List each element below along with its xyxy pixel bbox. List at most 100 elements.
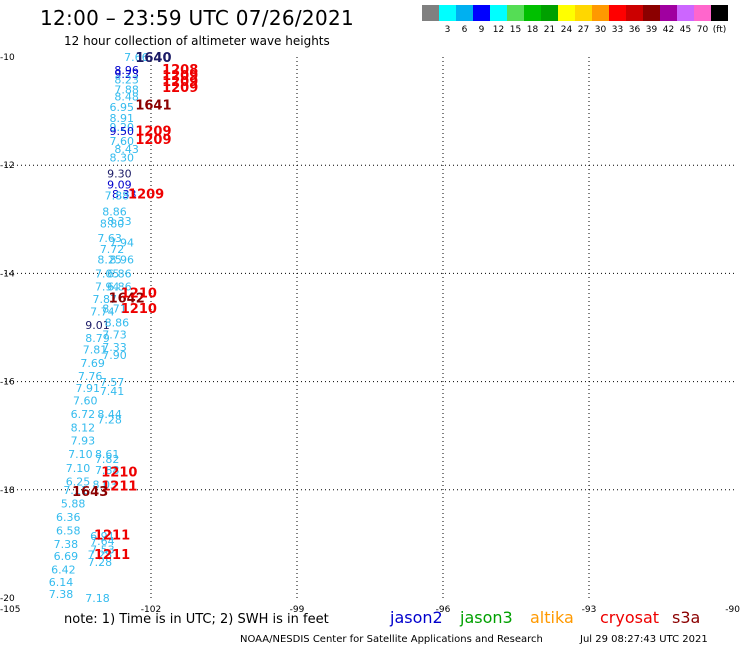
legend-swatch [575,5,592,21]
x-tick-label: -102 [141,605,161,615]
x-tick-label: -99 [290,605,305,615]
legend-swatch [626,5,643,21]
wave-height-label: 7.87 [93,293,118,306]
wave-height-label: 7.64 [90,535,115,548]
wave-height-label: 9.30 [107,167,132,180]
wave-height-label: 9.09 [107,179,132,192]
legend-label: 39 [645,25,658,35]
wave-height-label: 8.33 [107,215,132,228]
wave-height-label: 6.36 [56,511,81,524]
wave-height-label: 7.74 [90,305,115,318]
satellite-name: jason2 [390,608,443,627]
wave-height-label: 8.25 [97,253,122,266]
axis-tick-labels: -105 -102 -99 -96 -93 -90 -10 -12 -14 -16 -18 -20 [0,53,740,615]
legend-swatch [490,5,507,21]
wave-height-label: 7.94 [95,280,120,293]
legend-label: 12 [492,25,505,35]
pass-time-label: 1640 [135,51,171,66]
legend-label: 24 [560,25,573,35]
wave-height-label: 9.50 [110,125,135,138]
wave-height-label: 6.25 [66,476,91,489]
legend-label: 45 [679,25,692,35]
y-tick-label: -20 [0,594,15,604]
wave-height-label: 8.33 [112,188,137,201]
y-tick-label: -12 [0,161,15,171]
wave-height-label: 7.94 [110,237,135,250]
wave-height-label: 8.86 [105,317,130,330]
wave-height-label: 8.61 [95,448,120,461]
wave-height-label: 7.10 [68,448,93,461]
legend-swatch [677,5,694,21]
wave-height-label: 6.86 [107,267,132,280]
wave-height-label: 6.86 [107,280,132,293]
wave-height-label: 7.38 [49,588,74,601]
legend-label: 33 [611,25,624,35]
y-tick-label: -10 [0,53,15,63]
legend-label: 27 [577,25,590,35]
wave-height-label: 7.88 [95,464,120,477]
legend-swatch [694,5,711,21]
pass-time-label: 1643 [72,485,108,500]
wave-height-label: 6.58 [56,524,81,537]
wave-height-label: 6.95 [110,101,135,114]
wave-height-label: 8.12 [71,422,96,435]
pass-time-label: 1210 [101,465,137,480]
wave-height-label: 8.86 [102,206,127,219]
footer-note: note: 1) Time is in UTC; 2) SWH is in fe… [64,612,329,627]
wave-height-label: 6.42 [51,563,76,576]
wave-height-label: 6.91 [90,530,115,543]
legend-label: 3 [444,25,451,35]
legend-label: 9 [478,25,485,35]
wave-height-label: 7.66 [124,51,149,64]
wave-height-label: 8.91 [110,112,135,125]
wave-height-label: 7.28 [97,413,122,426]
legend-swatch [524,5,541,21]
pass-time-label: 1641 [135,99,171,114]
pass-time-label: 1211 [101,479,137,494]
pass-time-label: 1209 [162,81,198,96]
wave-height-label: 5.88 [61,497,86,510]
legend-swatch [473,5,490,21]
x-tick-label: -93 [582,605,597,615]
y-tick-label: -18 [0,486,15,496]
legend-label: 70 [696,25,709,35]
legend-swatch [439,5,456,21]
legend-label: 21 [543,25,556,35]
wave-height-label: 8.71 [102,303,127,316]
wave-height-label: 7.60 [110,135,135,148]
satellite-name: jason3 [460,608,513,627]
grid-lines [5,57,735,598]
wave-height-label: 8.43 [114,143,139,156]
wave-height-label: 7.60 [73,395,98,408]
legend-swatch [711,5,728,21]
x-tick-label: -105 [0,605,20,615]
wave-height-label: 7.18 [85,592,110,605]
wave-height-label: 8.79 [85,332,110,345]
wave-height-label: 7.33 [102,341,127,354]
legend-label: 6 [461,25,468,35]
wave-height-label: 7.53 [90,543,115,556]
wave-height-label: 8.80 [100,218,125,231]
wave-height-label: 8.44 [97,408,122,421]
legend-label: 36 [628,25,641,35]
wave-height-label: 7.63 [97,232,122,245]
wave-height-label: 7.88 [105,189,130,202]
wave-height-label: 7.28 [88,549,113,562]
wave-height-label: 7.11 [63,484,88,497]
pass-time-label: 1209 [162,69,198,84]
wave-height-label: 7.93 [71,435,96,448]
wave-height-label: 8.48 [114,90,139,103]
legend-swatch [456,5,473,21]
wave-height-label: 7.82 [95,453,120,466]
wave-height-label: 7.28 [88,556,113,569]
wave-height-label: 7.90 [102,349,127,362]
chart-title: 12:00 – 23:59 UTC 07/26/2021 [40,6,355,30]
satellite-name: s3a [672,608,701,627]
legend-swatch [643,5,660,21]
pass-time-label: 1208 [162,63,198,78]
wave-height-label: 9.01 [85,319,110,332]
wave-height-label: 8.96 [110,253,135,266]
legend-swatch [422,5,439,21]
legend-swatch [592,5,609,21]
wave-height-label: 8.23 [114,74,139,87]
